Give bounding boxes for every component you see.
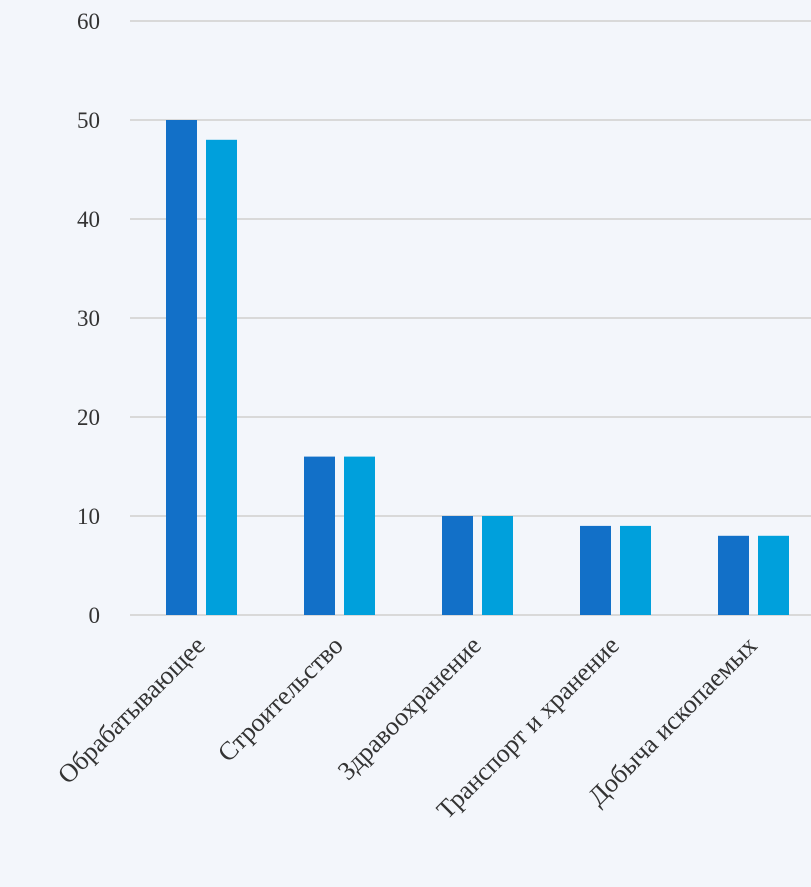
bar-series-2-2 [482,516,513,615]
y-tick-label: 0 [89,603,101,628]
bars [166,120,789,616]
y-tick-label: 60 [77,9,100,34]
bar-series-1-3 [580,525,611,615]
bar-series-1-0 [166,120,197,615]
y-tick-label: 20 [77,405,100,430]
y-axis-ticks: 0 10 20 30 40 50 60 [77,9,100,628]
bar-series-1-2 [442,516,473,615]
bar-series-1-1 [304,456,335,615]
y-tick-label: 40 [77,207,100,232]
y-tick-label: 50 [77,108,100,133]
bar-series-2-4 [758,535,789,615]
bar-series-2-1 [344,456,375,615]
bar-series-2-3 [620,525,651,615]
bar-series-1-4 [718,535,749,615]
bar-series-2-0 [206,139,237,616]
y-tick-label: 10 [77,504,100,529]
gridlines [130,20,811,616]
y-tick-label: 30 [77,306,100,331]
